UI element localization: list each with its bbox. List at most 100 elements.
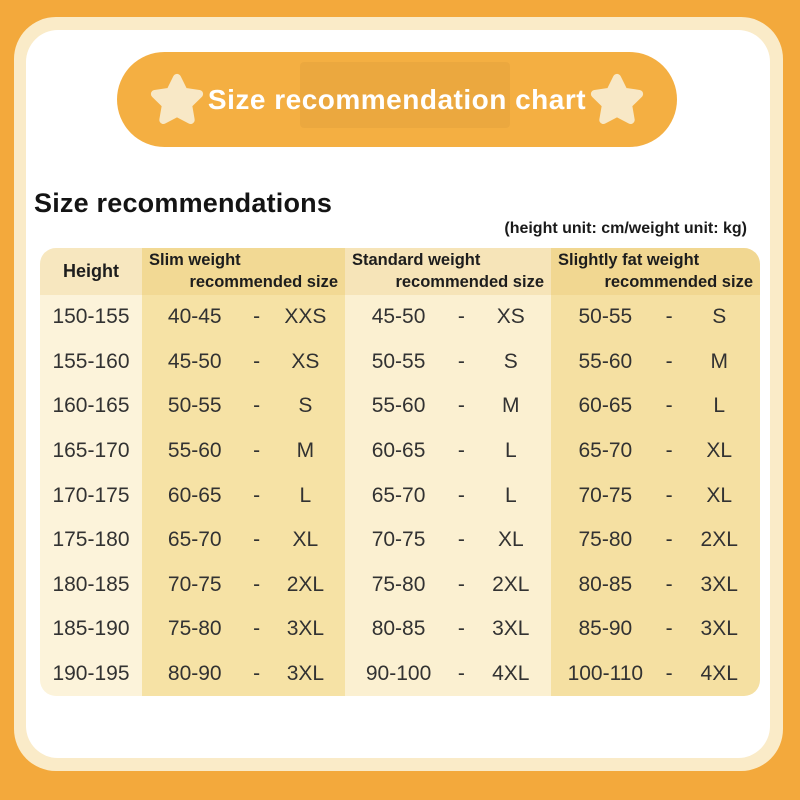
separator-dash: - (665, 528, 673, 552)
weight-range: 75-80 (167, 617, 222, 641)
weight-size-cell: 60-65 - L (142, 473, 345, 518)
slim-weight-column: Slim weight recommended size 40-45- XXS 4… (142, 248, 345, 696)
weight-range: 55-60 (371, 394, 426, 418)
weight-size-cell: 50-55 - S (551, 295, 760, 340)
size-value: 3XL (492, 617, 530, 641)
weight-size-cell: 45-50 - XS (345, 295, 551, 340)
size-value: XL (497, 528, 524, 552)
size-value: 3XL (286, 617, 325, 641)
weight-range: 45-50 (371, 305, 426, 329)
height-cell: 180-185 (52, 572, 130, 596)
separator-dash: - (253, 349, 261, 373)
size-value: 4XL (700, 661, 738, 685)
height-cell: 185-190 (52, 617, 130, 641)
height-cell: 165-170 (52, 438, 130, 462)
weight-range: 80-85 (371, 617, 426, 641)
size-value: L (504, 438, 517, 462)
weight-size-cell: 55-60 - M (142, 429, 345, 474)
separator-dash: - (253, 528, 261, 552)
weight-size-cell: 70-75 - XL (551, 473, 760, 518)
weight-size-cell: 75-80 - 2XL (345, 562, 551, 607)
size-value: XL (706, 438, 733, 462)
size-value: S (503, 349, 518, 373)
height-cell: 160-165 (52, 394, 130, 418)
separator-dash: - (457, 483, 465, 507)
separator-dash: - (665, 349, 673, 373)
separator-dash: - (457, 617, 465, 641)
size-value: 2XL (700, 528, 738, 552)
separator-dash: - (665, 305, 673, 329)
weight-range: 60-65 (578, 394, 633, 418)
weight-range: 55-60 (167, 438, 222, 462)
weight-size-cell: 60-65 - L (345, 429, 551, 474)
banner-title: Size recommendation chart (207, 83, 587, 115)
slightly-fat-weight-column: Slightly fat weight recommended size 50-… (551, 248, 760, 696)
size-value: 3XL (286, 661, 325, 685)
size-value: XS (291, 349, 320, 373)
unit-note: (height unit: cm/weight unit: kg) (504, 220, 747, 237)
weight-range: 50-55 (167, 394, 222, 418)
separator-dash: - (253, 617, 261, 641)
height-cell: 150-155 (52, 305, 130, 329)
size-value: XL (706, 483, 733, 507)
weight-range: 75-80 (371, 572, 426, 596)
weight-range: 80-90 (167, 661, 222, 685)
weight-size-cell: 65-70 - XL (142, 518, 345, 563)
weight-size-cell: 85-90 - 3XL (551, 607, 760, 652)
page-title: Size recommendations (34, 188, 333, 218)
separator-dash: - (665, 438, 673, 462)
separator-dash: - (665, 572, 673, 596)
weight-size-cell: 55-60 - M (551, 340, 760, 385)
size-value: XXS (284, 305, 327, 329)
standard-weight-column: Standard weight recommended size 45-50 - X… (345, 248, 551, 696)
weight-range: 45-50 (167, 349, 222, 373)
standard-column-header: Standard weight recommended size (345, 248, 551, 295)
weight-size-cell: 65-70 - L (345, 473, 551, 518)
weight-size-cell: 80-85 - 3XL (551, 562, 760, 607)
column-title: Slim weight (149, 251, 241, 270)
weight-size-cell: 65-70 - XL (551, 429, 760, 474)
size-value: S (298, 394, 313, 418)
separator-dash: - (665, 617, 673, 641)
height-column-header: Height (40, 248, 142, 295)
separator-dash: - (457, 528, 465, 552)
separator-dash: - (457, 394, 465, 418)
weight-size-cell: 40-45 - XXS (142, 295, 345, 340)
weight-size-cell: 90-100 - 4XL (345, 652, 551, 697)
separator-dash: - (457, 305, 465, 329)
separator-dash: - (253, 305, 261, 329)
weight-range: 60-65 (167, 483, 222, 507)
height-cell: 170-175 (52, 483, 130, 507)
separator-dash: - (665, 483, 673, 507)
weight-size-cell: 70-75 - 2XL (142, 562, 345, 607)
size-value: 2XL (286, 572, 325, 596)
height-cell: 190-195 (52, 661, 130, 685)
weight-range: 70-75 (371, 528, 426, 552)
weight-range: 65-70 (167, 528, 222, 552)
height-column: Height 150-155 155-160 160-165 165-170 1… (40, 248, 142, 696)
column-subtitle: recommended size (604, 273, 753, 291)
star-icon (588, 71, 646, 129)
separator-dash: - (253, 394, 261, 418)
title-banner: Size recommendation chart (117, 52, 677, 147)
column-subtitle: recommended size (395, 273, 544, 291)
height-cell: 175-180 (52, 528, 130, 552)
separator-dash: - (253, 572, 261, 596)
column-title: Standard weight (352, 251, 481, 270)
weight-size-cell: 100-110- 4XL (551, 652, 760, 697)
weight-size-cell: 70-75 - XL (345, 518, 551, 563)
separator-dash: - (253, 438, 261, 462)
weight-size-cell: 75-80 - 3XL (142, 607, 345, 652)
weight-size-cell: 50-55 - S (345, 340, 551, 385)
weight-range: 50-55 (371, 349, 426, 373)
size-value: S (712, 305, 727, 329)
size-value: L (504, 483, 517, 507)
size-value: L (299, 483, 312, 507)
separator-dash: - (665, 394, 673, 418)
size-value: M (710, 349, 728, 373)
weight-size-cell: 80-85 - 3XL (345, 607, 551, 652)
size-value: M (502, 394, 520, 418)
size-value: 2XL (492, 572, 530, 596)
column-subtitle: recommended size (189, 273, 338, 291)
